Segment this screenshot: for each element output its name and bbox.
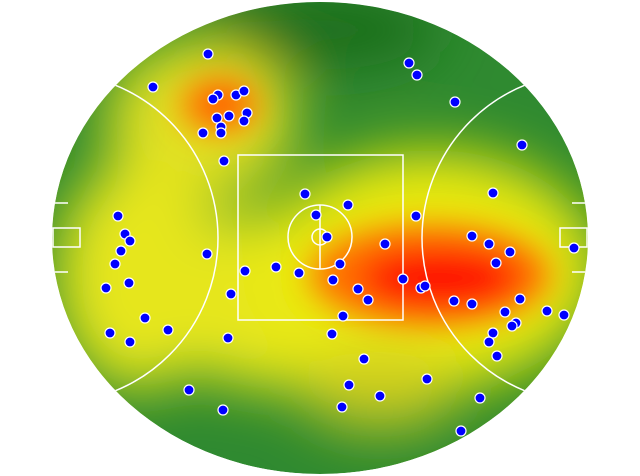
point	[419, 280, 431, 292]
point	[466, 298, 478, 310]
point	[222, 332, 234, 344]
point	[104, 327, 116, 339]
point	[411, 69, 423, 81]
point	[293, 267, 305, 279]
point	[321, 231, 333, 243]
point	[211, 112, 223, 124]
point	[516, 139, 528, 151]
point	[483, 238, 495, 250]
point	[299, 188, 311, 200]
point	[514, 293, 526, 305]
point	[421, 373, 433, 385]
point	[403, 57, 415, 69]
point	[112, 210, 124, 222]
point	[491, 350, 503, 362]
point	[201, 248, 213, 260]
point	[215, 127, 227, 139]
point	[448, 295, 460, 307]
point	[336, 401, 348, 413]
point	[334, 258, 346, 270]
point	[379, 238, 391, 250]
point	[455, 425, 467, 437]
point	[343, 379, 355, 391]
point	[202, 48, 214, 60]
point	[238, 115, 250, 127]
points	[100, 48, 580, 437]
point	[358, 353, 370, 365]
point	[362, 294, 374, 306]
point	[310, 209, 322, 221]
point	[326, 328, 338, 340]
point	[218, 155, 230, 167]
point	[449, 96, 461, 108]
point	[139, 312, 151, 324]
point	[487, 327, 499, 339]
point	[270, 261, 282, 273]
point	[374, 390, 386, 402]
point	[238, 85, 250, 97]
point	[183, 384, 195, 396]
point	[124, 336, 136, 348]
point	[352, 283, 364, 295]
point	[207, 93, 219, 105]
point	[225, 288, 237, 300]
point	[499, 306, 511, 318]
point	[327, 274, 339, 286]
point	[109, 258, 121, 270]
point	[123, 277, 135, 289]
point	[474, 392, 486, 404]
point	[115, 245, 127, 257]
point	[541, 305, 553, 317]
point	[487, 187, 499, 199]
point	[147, 81, 159, 93]
point	[506, 320, 518, 332]
point	[568, 242, 580, 254]
point	[342, 199, 354, 211]
point	[197, 127, 209, 139]
point	[239, 265, 251, 277]
point	[124, 235, 136, 247]
point	[558, 309, 570, 321]
point	[337, 310, 349, 322]
point	[490, 257, 502, 269]
point	[100, 282, 112, 294]
point	[410, 210, 422, 222]
point	[223, 110, 235, 122]
point	[217, 404, 229, 416]
point	[504, 246, 516, 258]
point	[466, 230, 478, 242]
point	[397, 273, 409, 285]
point	[483, 336, 495, 348]
point	[162, 324, 174, 336]
